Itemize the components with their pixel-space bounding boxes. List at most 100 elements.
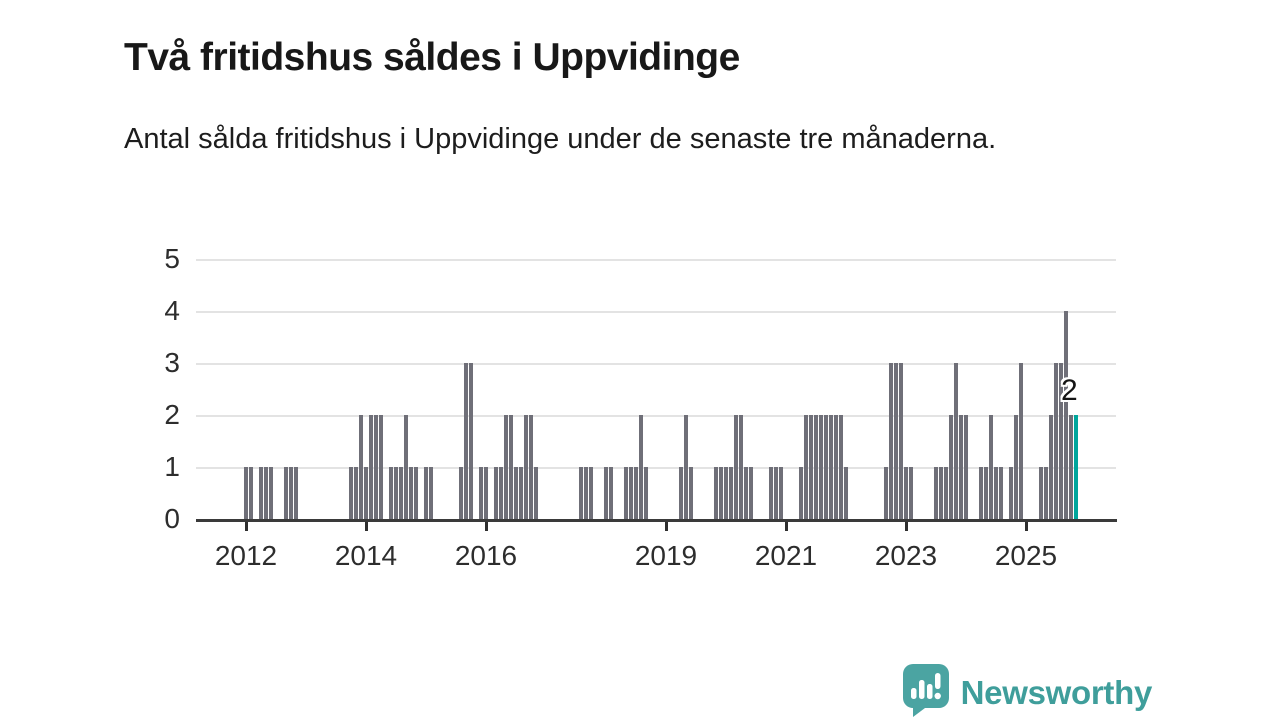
- bar: [469, 363, 473, 519]
- bar: [604, 467, 608, 519]
- bar: [249, 467, 253, 519]
- x-axis-line: [196, 519, 1117, 522]
- bar: [269, 467, 273, 519]
- bar: [684, 415, 688, 519]
- x-tick: [1024, 522, 1028, 531]
- bar: [519, 467, 523, 519]
- bar: [289, 467, 293, 519]
- speech-bubble-bar-chart-icon: [902, 664, 949, 720]
- bar: [819, 415, 823, 519]
- bar: [889, 363, 893, 519]
- bar: [904, 467, 908, 519]
- bar: [579, 467, 583, 519]
- bar: [514, 467, 518, 519]
- bar: [1014, 415, 1018, 519]
- bar: [349, 467, 353, 519]
- bar: [954, 363, 958, 519]
- bar: [734, 415, 738, 519]
- bar: [749, 467, 753, 519]
- bar: [644, 467, 648, 519]
- gridline: [196, 363, 1116, 365]
- bar: [404, 415, 408, 519]
- bar: [484, 467, 488, 519]
- bar: [374, 415, 378, 519]
- page-title: Två fritidshus såldes i Uppvidinge: [124, 36, 740, 80]
- bar: [589, 467, 593, 519]
- bar: [364, 467, 368, 519]
- bar: [1019, 363, 1023, 519]
- bar-chart-plot-area: [196, 259, 1117, 522]
- bar: [524, 415, 528, 519]
- bar: [354, 467, 358, 519]
- x-tick-label: 2023: [874, 540, 938, 571]
- x-tick: [664, 522, 668, 531]
- bar: [894, 363, 898, 519]
- x-tick: [244, 522, 248, 531]
- bar: [1044, 467, 1048, 519]
- bar: [804, 415, 808, 519]
- x-tick: [784, 522, 788, 531]
- bar: [1049, 415, 1053, 519]
- bar: [1059, 363, 1063, 519]
- bar: [989, 415, 993, 519]
- x-tick-label: 2021: [754, 540, 818, 571]
- bar: [264, 467, 268, 519]
- bar: [774, 467, 778, 519]
- bar: [839, 415, 843, 519]
- gridline: [196, 311, 1116, 313]
- bar: [424, 467, 428, 519]
- newsworthy-logo: Newsworthy: [902, 664, 1153, 720]
- bar: [494, 467, 498, 519]
- bar: [529, 415, 533, 519]
- bar: [949, 415, 953, 519]
- bar: [679, 467, 683, 519]
- bar: [429, 467, 433, 519]
- highlight-value-label: 2: [1061, 374, 1078, 407]
- bar: [1054, 363, 1058, 519]
- bar: [624, 467, 628, 519]
- bar: [884, 467, 888, 519]
- bar: [719, 467, 723, 519]
- gridline: [196, 467, 1116, 469]
- bar: [1069, 415, 1073, 519]
- bar: [984, 467, 988, 519]
- bar: [724, 467, 728, 519]
- brand-name: Newsworthy: [960, 674, 1153, 711]
- x-tick-label: 2014: [334, 540, 398, 571]
- bar: [999, 467, 1003, 519]
- x-tick-label: 2012: [214, 540, 278, 571]
- chart-subtitle: Antal sålda fritidshus i Uppvidinge unde…: [124, 123, 997, 155]
- x-tick-label: 2019: [634, 540, 698, 571]
- y-tick-label: 1: [164, 451, 180, 482]
- bar: [479, 467, 483, 519]
- bar: [534, 467, 538, 519]
- bar: [459, 467, 463, 519]
- bar: [294, 467, 298, 519]
- bar: [259, 467, 263, 519]
- bar: [739, 415, 743, 519]
- bar: [689, 467, 693, 519]
- bar: [824, 415, 828, 519]
- bar: [369, 415, 373, 519]
- x-tick: [484, 522, 488, 531]
- bar: [499, 467, 503, 519]
- bar: [639, 415, 643, 519]
- bar: [284, 467, 288, 519]
- bar: [399, 467, 403, 519]
- bar: [909, 467, 913, 519]
- bar: [1009, 467, 1013, 519]
- bar: [394, 467, 398, 519]
- bar: [379, 415, 383, 519]
- bar: [1039, 467, 1043, 519]
- bar: [939, 467, 943, 519]
- bar: [634, 467, 638, 519]
- bar: [814, 415, 818, 519]
- bar: [809, 415, 813, 519]
- bar: [829, 415, 833, 519]
- bar: [729, 467, 733, 519]
- bar: [609, 467, 613, 519]
- bar: [504, 415, 508, 519]
- bar: [244, 467, 248, 519]
- y-tick-label: 4: [164, 295, 180, 326]
- bar: [844, 467, 848, 519]
